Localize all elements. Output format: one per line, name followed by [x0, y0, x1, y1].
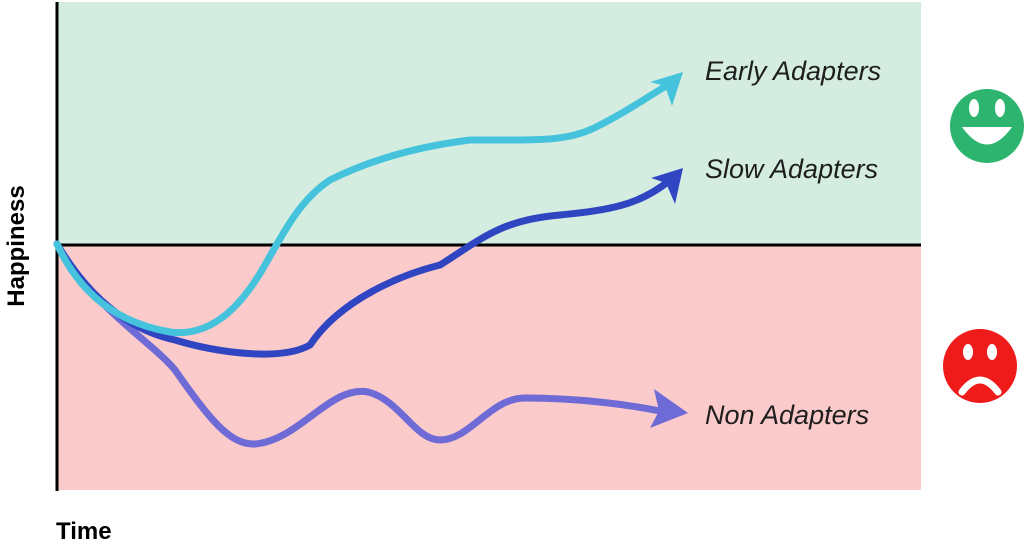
positive-zone	[57, 2, 921, 245]
slow-adapters-curve	[53, 176, 674, 358]
early-adapters-curve	[53, 81, 672, 337]
slow-adapters-label: Slow Adapters	[705, 154, 878, 184]
non-adapters-label: Non Adapters	[705, 400, 869, 430]
non-adapters-curve	[53, 240, 664, 448]
y-axis-label: Happiness	[3, 185, 30, 306]
smiley-sad-icon	[943, 329, 1017, 403]
early-adapters-arrowhead	[650, 72, 683, 106]
negative-zone	[57, 245, 921, 490]
early-adapters-label: Early Adapters	[705, 56, 881, 86]
non-adapters-arrowhead	[650, 389, 688, 428]
x-axis-label: Time	[56, 518, 112, 545]
smiley-happy-icon	[950, 89, 1024, 163]
slow-adapters-arrowhead	[651, 168, 683, 204]
